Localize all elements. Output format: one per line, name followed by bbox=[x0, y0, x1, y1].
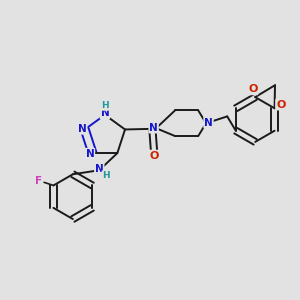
Text: H: H bbox=[102, 171, 110, 180]
Text: F: F bbox=[35, 176, 42, 186]
Text: N: N bbox=[95, 164, 104, 174]
Text: O: O bbox=[248, 84, 257, 94]
Text: N: N bbox=[204, 118, 213, 128]
Text: H: H bbox=[101, 101, 108, 110]
Text: N: N bbox=[149, 123, 158, 133]
Text: O: O bbox=[149, 151, 159, 160]
Text: N: N bbox=[85, 149, 94, 159]
Text: O: O bbox=[276, 100, 286, 110]
Text: N: N bbox=[100, 108, 109, 118]
Text: N: N bbox=[78, 124, 87, 134]
